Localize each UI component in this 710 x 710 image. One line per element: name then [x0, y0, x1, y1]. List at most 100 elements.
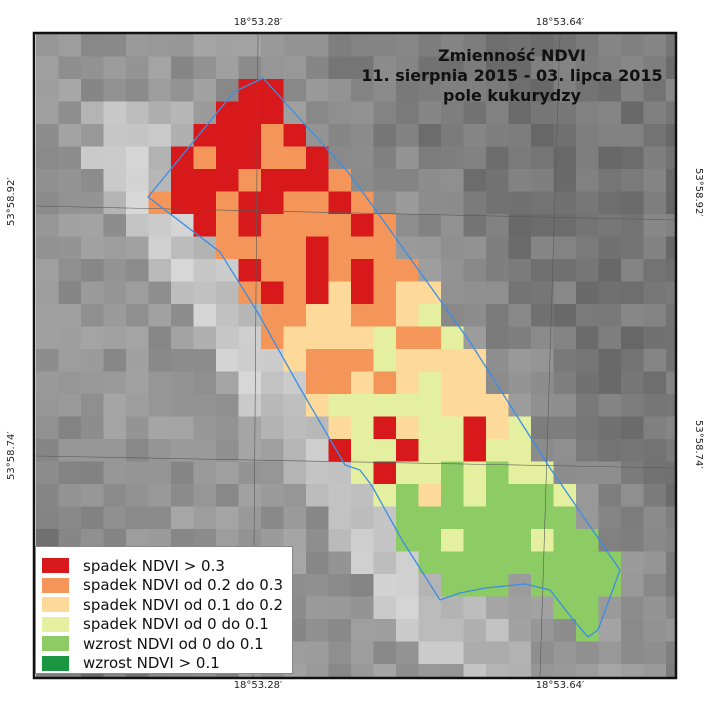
raster-cell [598, 394, 622, 417]
raster-cell [171, 461, 194, 485]
raster-cell [666, 281, 677, 305]
raster-cell [328, 56, 352, 80]
raster-cell [666, 596, 677, 620]
raster-cell [216, 79, 239, 102]
raster-cell [531, 484, 554, 507]
raster-cell [396, 461, 419, 485]
raster-cell [283, 304, 307, 327]
raster-cell [418, 619, 442, 642]
raster-cell [553, 281, 577, 305]
raster-cell [328, 101, 352, 125]
raster-cell [283, 484, 307, 507]
raster-cell [261, 146, 284, 170]
raster-cell [486, 574, 509, 597]
raster-cell [193, 484, 217, 507]
raster-cell [531, 619, 554, 642]
raster-cell [328, 619, 352, 642]
raster-cell [306, 281, 329, 305]
raster-cell [418, 79, 442, 102]
raster-cell [598, 529, 622, 552]
raster-cell [666, 619, 677, 642]
raster-cell [36, 259, 59, 282]
raster-cell [396, 394, 419, 417]
raster-cell [463, 484, 487, 507]
raster-cell [418, 191, 442, 215]
raster-cell [553, 101, 577, 125]
raster-cell [666, 416, 677, 440]
raster-cell [621, 529, 644, 552]
raster-cell [621, 574, 644, 597]
raster-cell [261, 461, 284, 485]
raster-cell [103, 349, 127, 372]
raster-cell [148, 484, 172, 507]
raster-cell [351, 484, 374, 507]
raster-cell [328, 124, 352, 147]
raster-cell [103, 439, 127, 462]
raster-cell [81, 259, 104, 282]
raster-cell [531, 551, 554, 575]
raster-cell [283, 506, 307, 530]
raster-cell [81, 124, 104, 147]
raster-cell [306, 304, 329, 327]
raster-cell [148, 191, 172, 215]
raster-cell [283, 394, 307, 417]
raster-cell [103, 79, 127, 102]
raster-cell [576, 101, 599, 125]
raster-cell [351, 79, 374, 102]
raster-cell [81, 236, 104, 260]
legend-label: spadek NDVI > 0.3 [83, 556, 225, 575]
raster-cell [373, 304, 397, 327]
raster-cell [553, 394, 577, 417]
raster-cell [486, 101, 509, 125]
raster-cell [238, 326, 262, 350]
raster-cell [643, 484, 667, 507]
raster-cell [418, 326, 442, 350]
raster-cell [553, 439, 577, 462]
raster-cell [486, 394, 509, 417]
raster-cell [576, 124, 599, 147]
raster-cell [148, 371, 172, 395]
raster-cell [81, 371, 104, 395]
raster-cell [373, 169, 397, 192]
raster-cell [508, 56, 532, 80]
raster-cell [486, 619, 509, 642]
raster-cell [598, 281, 622, 305]
raster-cell [351, 641, 374, 665]
raster-cell [553, 124, 577, 147]
raster-cell [306, 551, 329, 575]
raster-cell [621, 371, 644, 395]
raster-cell [418, 304, 442, 327]
raster-cell [553, 326, 577, 350]
raster-cell [576, 191, 599, 215]
raster-cell [531, 349, 554, 372]
raster-cell [531, 124, 554, 147]
coordinate-label-top-1: 18°53.28′ [233, 17, 283, 28]
ndvi-raster-map[interactable] [36, 34, 677, 679]
raster-cell [598, 101, 622, 125]
raster-cell [441, 664, 464, 679]
raster-cell [283, 439, 307, 462]
raster-cell [598, 574, 622, 597]
raster-cell [148, 439, 172, 462]
raster-cell [103, 281, 127, 305]
raster-cell [598, 619, 622, 642]
raster-cell [81, 101, 104, 125]
raster-cell [486, 236, 509, 260]
raster-cell [238, 101, 262, 125]
raster-cell [171, 101, 194, 125]
raster-cell [373, 619, 397, 642]
raster-cell [103, 461, 127, 485]
raster-cell [441, 169, 464, 192]
raster-cell [81, 79, 104, 102]
raster-cell [553, 146, 577, 170]
raster-cell [171, 124, 194, 147]
raster-cell [463, 146, 487, 170]
raster-cell [261, 259, 284, 282]
raster-cell [643, 191, 667, 215]
raster-cell [508, 619, 532, 642]
raster-cell [171, 281, 194, 305]
raster-cell [621, 664, 644, 679]
raster-cell [148, 304, 172, 327]
raster-cell [621, 236, 644, 260]
raster-cell [441, 56, 464, 80]
